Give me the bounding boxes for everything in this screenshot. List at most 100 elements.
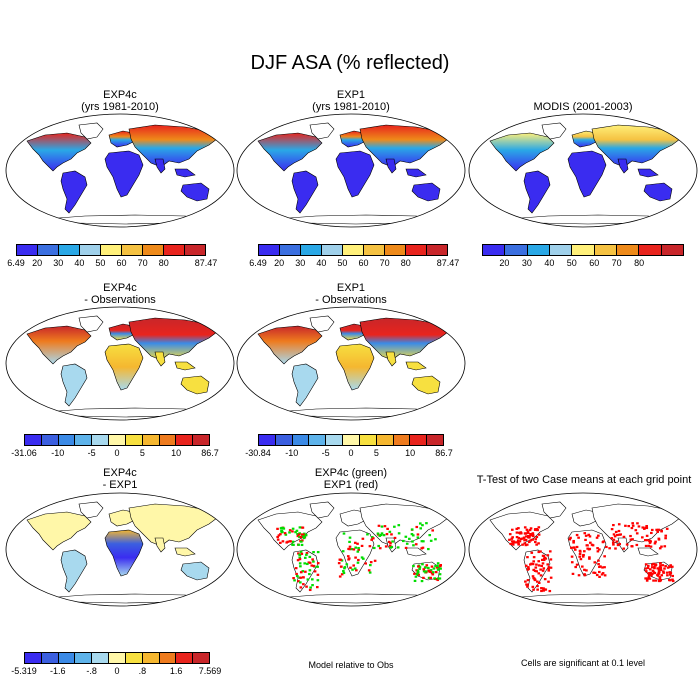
grid-cell-mark xyxy=(648,568,652,571)
grid-cell-mark xyxy=(656,574,660,577)
colorbar-tick-label: -31.06 xyxy=(11,448,37,458)
grid-cell-mark xyxy=(416,571,420,574)
grid-cell-mark xyxy=(528,528,532,532)
grid-cell-mark xyxy=(380,532,384,535)
grid-cell-mark xyxy=(605,545,608,549)
continent-india xyxy=(154,158,166,174)
grid-cell-mark xyxy=(436,578,440,582)
grid-cell-mark xyxy=(650,566,654,569)
continent-seasia xyxy=(637,547,659,557)
grid-cell-mark xyxy=(531,538,534,541)
grid-cell-mark xyxy=(614,530,618,534)
grid-cell-mark xyxy=(671,578,674,581)
colorbar-swatch xyxy=(143,245,164,255)
grid-cell-mark xyxy=(527,566,530,569)
grid-cell-mark xyxy=(424,570,428,573)
grid-cell-mark xyxy=(570,561,574,564)
grid-cell-mark xyxy=(655,528,658,531)
grid-cell-mark xyxy=(390,533,393,536)
grid-cell-mark xyxy=(646,577,649,580)
grid-cell-mark xyxy=(641,526,645,529)
colorbar-tick-label: 40 xyxy=(544,258,555,268)
colorbar-swatch xyxy=(280,245,301,255)
grid-cell-mark xyxy=(650,574,653,577)
grid-cell-mark xyxy=(431,573,435,576)
panel-title-exp1-obs: EXP1- Observations xyxy=(315,282,387,306)
grid-cell-mark xyxy=(393,525,396,528)
main-title: DJF ASA (% reflected) xyxy=(250,52,450,74)
grid-cell-mark xyxy=(377,544,380,548)
grid-cell-mark xyxy=(372,537,375,540)
grid-cell-mark xyxy=(643,539,647,542)
grid-cell-mark xyxy=(647,574,651,577)
grid-cell-mark xyxy=(532,560,535,563)
grid-cell-mark xyxy=(302,533,306,536)
grid-cell-mark xyxy=(357,546,360,550)
colorbar-tick-label: 0 xyxy=(114,666,120,676)
grid-cell-mark xyxy=(511,528,514,531)
grid-cell-mark xyxy=(577,536,580,539)
colorbar-tick-label: 50 xyxy=(95,258,106,268)
grid-cell-mark xyxy=(434,571,438,574)
colorbar-swatch xyxy=(301,245,322,255)
grid-cell-mark xyxy=(572,539,575,543)
grid-cell-mark xyxy=(641,536,644,539)
continent-australia xyxy=(180,375,210,395)
grid-cell-mark xyxy=(352,548,356,551)
grid-cell-mark xyxy=(300,533,304,536)
continent-greenland xyxy=(78,315,104,333)
grid-cell-mark xyxy=(534,528,537,531)
grid-cell-mark xyxy=(313,570,317,573)
continent-australia xyxy=(180,182,210,202)
map-exp1 xyxy=(236,113,466,228)
grid-cell-mark xyxy=(352,564,356,567)
grid-cell-mark xyxy=(281,540,285,543)
grid-cell-mark xyxy=(542,567,546,570)
grid-cell-mark xyxy=(424,566,427,569)
grid-cell-mark xyxy=(596,550,600,553)
colorbar-labels-exp1: 6.49 20 30 40 50 60 70 80 87.47 xyxy=(249,258,459,270)
grid-cell-mark xyxy=(634,529,638,532)
grid-cell-mark xyxy=(291,530,294,533)
grid-cell-mark xyxy=(653,542,657,545)
grid-cell-mark xyxy=(657,570,661,573)
grid-cell-mark xyxy=(298,553,301,556)
grid-cell-mark xyxy=(508,538,511,541)
grid-cell-mark xyxy=(583,550,586,553)
continent-greenland xyxy=(541,122,567,140)
grid-cell-mark xyxy=(316,573,320,576)
grid-cell-mark xyxy=(650,531,653,535)
grid-cell-mark xyxy=(624,524,627,527)
grid-cell-mark xyxy=(547,566,551,569)
colorbar-exp4c-obs xyxy=(24,434,210,446)
grid-cell-mark xyxy=(349,566,352,569)
grid-cell-mark xyxy=(285,541,289,544)
grid-cell-mark xyxy=(537,533,541,536)
grid-cell-mark xyxy=(549,558,553,561)
continent-samerica xyxy=(60,549,88,593)
grid-cell-mark xyxy=(377,524,381,527)
grid-cell-mark xyxy=(657,537,661,540)
colorbar-swatch xyxy=(80,245,101,255)
grid-cell-mark xyxy=(299,586,303,589)
colorbar-swatch xyxy=(364,245,385,255)
grid-cell-mark xyxy=(418,522,422,525)
grid-cell-mark xyxy=(378,547,382,550)
grid-cell-mark xyxy=(631,538,634,541)
grid-cell-mark xyxy=(520,537,524,540)
colorbar-tick-label: 40 xyxy=(74,258,85,268)
grid-cell-mark xyxy=(658,577,662,580)
grid-cell-mark xyxy=(293,579,296,582)
grid-cell-mark xyxy=(603,566,606,569)
grid-cell-mark xyxy=(570,546,573,549)
colorbar-swatch xyxy=(17,245,38,255)
grid-cell-mark xyxy=(300,543,304,547)
grid-cell-mark xyxy=(657,528,660,531)
grid-cell-mark xyxy=(546,563,550,566)
grid-cell-mark xyxy=(435,566,439,569)
grid-cell-mark xyxy=(539,574,543,577)
grid-cell-mark xyxy=(663,567,666,570)
grid-cell-mark xyxy=(610,537,614,540)
grid-cell-mark xyxy=(276,538,280,541)
panel-title-exp4c: EXP4c (yrs 1981-2010) xyxy=(81,89,159,113)
